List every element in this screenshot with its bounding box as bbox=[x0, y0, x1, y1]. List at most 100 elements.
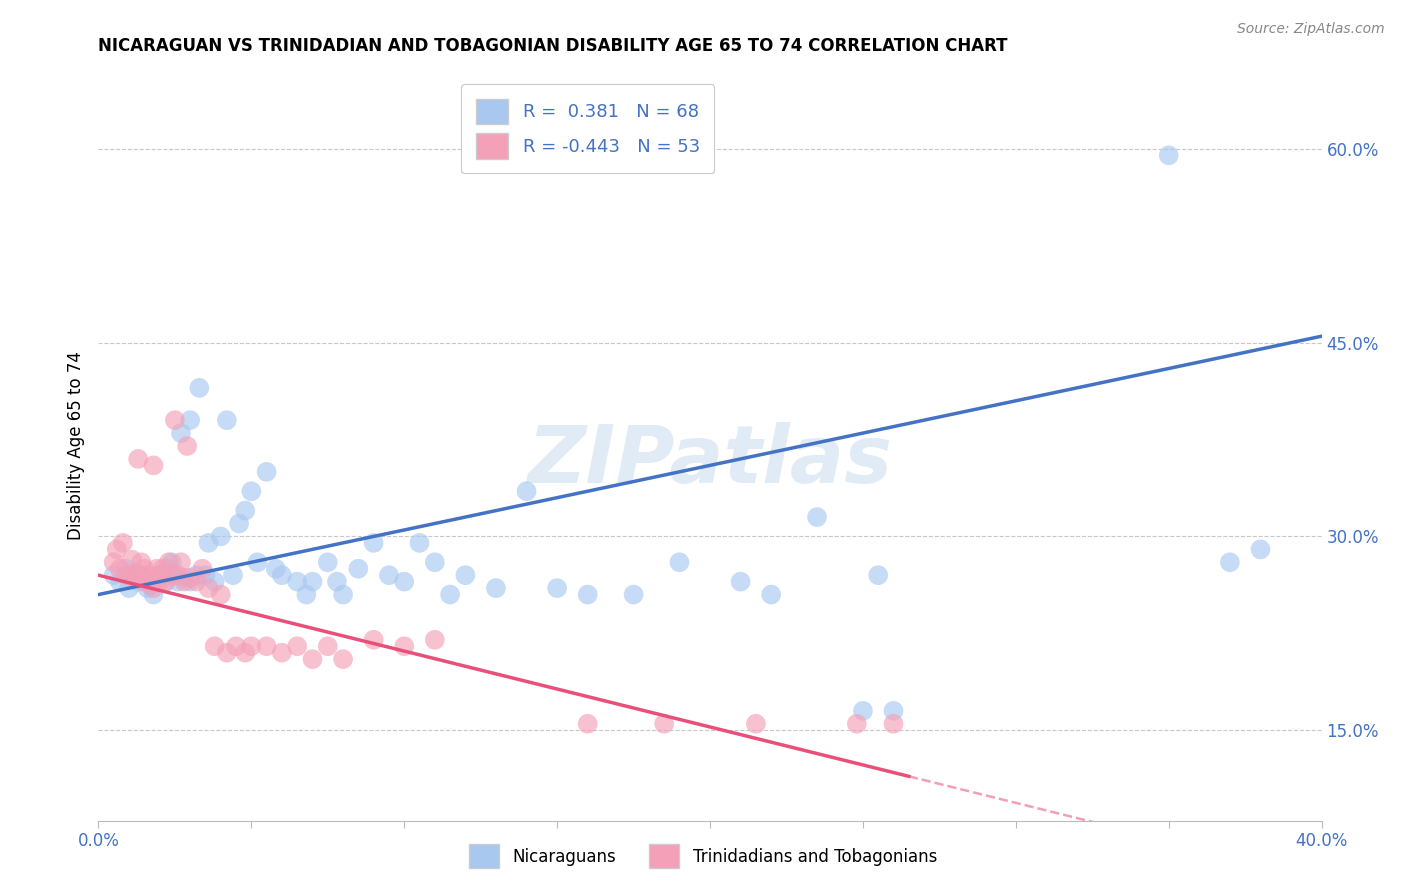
Point bbox=[668, 555, 690, 569]
Point bbox=[179, 571, 201, 585]
Point bbox=[108, 562, 131, 576]
Point bbox=[145, 562, 167, 576]
Point bbox=[852, 704, 875, 718]
Point bbox=[240, 484, 263, 499]
Point bbox=[204, 574, 226, 589]
Point bbox=[228, 516, 250, 531]
Point bbox=[347, 562, 370, 576]
Point bbox=[576, 588, 599, 602]
Point bbox=[108, 574, 131, 589]
Point bbox=[152, 562, 174, 576]
Point bbox=[191, 562, 214, 576]
Point bbox=[332, 652, 354, 666]
Legend: Nicaraguans, Trinidadians and Tobagonians: Nicaraguans, Trinidadians and Tobagonian… bbox=[463, 838, 943, 875]
Point bbox=[1249, 542, 1271, 557]
Point bbox=[155, 574, 177, 589]
Point bbox=[167, 568, 190, 582]
Point bbox=[160, 568, 183, 582]
Point bbox=[134, 562, 156, 576]
Point bbox=[233, 503, 256, 517]
Point bbox=[806, 510, 828, 524]
Point bbox=[225, 639, 247, 653]
Point bbox=[129, 555, 152, 569]
Point bbox=[197, 536, 219, 550]
Point bbox=[215, 413, 238, 427]
Point bbox=[363, 536, 385, 550]
Point bbox=[623, 588, 645, 602]
Point bbox=[264, 562, 287, 576]
Point bbox=[105, 542, 128, 557]
Point bbox=[103, 555, 125, 569]
Point bbox=[134, 571, 156, 585]
Point bbox=[1157, 148, 1180, 162]
Point bbox=[136, 581, 159, 595]
Point bbox=[157, 562, 180, 576]
Y-axis label: Disability Age 65 to 74: Disability Age 65 to 74 bbox=[66, 351, 84, 541]
Point bbox=[301, 652, 323, 666]
Point bbox=[845, 716, 868, 731]
Point bbox=[295, 588, 318, 602]
Point bbox=[363, 632, 385, 647]
Point bbox=[121, 552, 143, 566]
Point bbox=[160, 555, 183, 569]
Point bbox=[149, 574, 172, 589]
Point bbox=[332, 588, 354, 602]
Point bbox=[139, 578, 162, 592]
Point bbox=[188, 381, 211, 395]
Point bbox=[155, 574, 177, 589]
Point bbox=[149, 568, 172, 582]
Point bbox=[194, 568, 217, 582]
Point bbox=[173, 574, 195, 589]
Point bbox=[576, 716, 599, 731]
Point bbox=[121, 571, 143, 585]
Point bbox=[246, 555, 269, 569]
Point bbox=[392, 639, 416, 653]
Point bbox=[222, 568, 245, 582]
Point bbox=[142, 588, 165, 602]
Point bbox=[454, 568, 477, 582]
Point bbox=[485, 581, 508, 595]
Point bbox=[157, 555, 180, 569]
Point bbox=[392, 574, 416, 589]
Point bbox=[142, 458, 165, 473]
Point bbox=[149, 571, 172, 585]
Point bbox=[163, 568, 186, 582]
Text: ZIPatlas: ZIPatlas bbox=[527, 422, 893, 500]
Point bbox=[326, 574, 349, 589]
Point bbox=[423, 632, 446, 647]
Point bbox=[139, 574, 162, 589]
Point bbox=[215, 646, 238, 660]
Point bbox=[759, 588, 782, 602]
Point bbox=[142, 581, 165, 595]
Point bbox=[256, 465, 278, 479]
Point bbox=[115, 562, 138, 576]
Point bbox=[652, 716, 675, 731]
Point bbox=[145, 574, 167, 589]
Point bbox=[423, 555, 446, 569]
Point bbox=[118, 568, 141, 582]
Point bbox=[103, 568, 125, 582]
Point bbox=[127, 568, 149, 582]
Point bbox=[204, 639, 226, 653]
Point bbox=[176, 439, 198, 453]
Point bbox=[378, 568, 401, 582]
Point bbox=[285, 639, 308, 653]
Point bbox=[179, 413, 201, 427]
Point bbox=[516, 484, 538, 499]
Point bbox=[149, 568, 172, 582]
Point bbox=[170, 426, 193, 441]
Point bbox=[868, 568, 890, 582]
Point bbox=[730, 574, 752, 589]
Point bbox=[883, 704, 905, 718]
Point bbox=[127, 451, 149, 466]
Point bbox=[316, 639, 339, 653]
Text: NICARAGUAN VS TRINIDADIAN AND TOBAGONIAN DISABILITY AGE 65 TO 74 CORRELATION CHA: NICARAGUAN VS TRINIDADIAN AND TOBAGONIAN… bbox=[98, 37, 1008, 54]
Point bbox=[233, 646, 256, 660]
Point bbox=[163, 413, 186, 427]
Point bbox=[408, 536, 430, 550]
Point bbox=[240, 639, 263, 653]
Point bbox=[124, 571, 146, 585]
Point bbox=[270, 568, 292, 582]
Point bbox=[127, 574, 149, 589]
Point bbox=[134, 574, 156, 589]
